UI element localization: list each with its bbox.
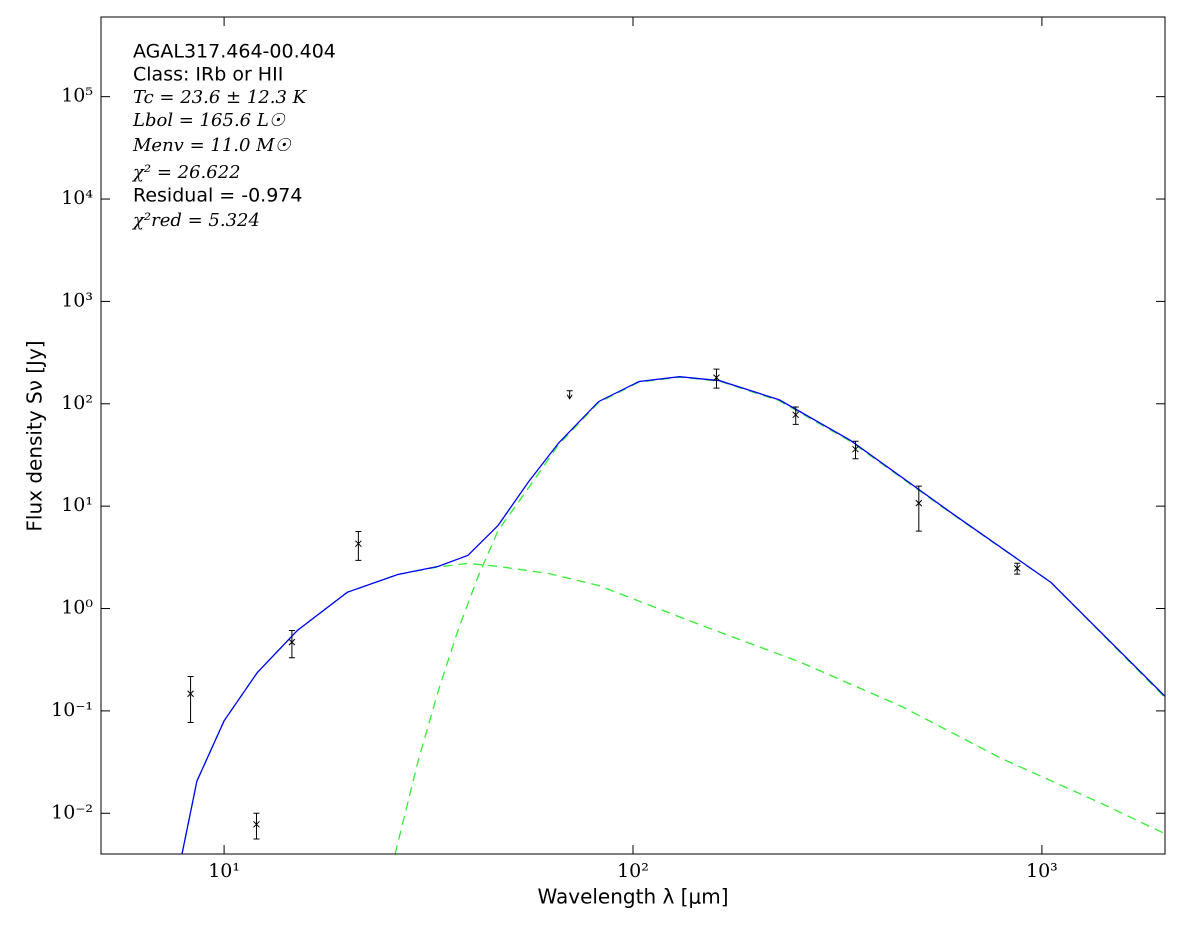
y-tick-label: 10⁴ [61,187,93,209]
y-tick-label: 10³ [61,289,93,311]
x-tick-label: 10³ [1026,860,1058,882]
error-bar [915,485,922,532]
x-tick-label: 10² [617,860,649,882]
upper-limit [566,390,573,400]
model-curve [181,376,1165,854]
annotation: Menv = 11.0 M☉ [132,135,292,156]
y-tick-label: 10¹ [61,494,93,516]
error-bar [187,675,194,724]
error-bar [792,406,799,425]
annotation: χ² = 26.622 [131,162,241,183]
x-axis-label: Wavelength λ [μm] [537,885,728,909]
annotation: Residual = -0.974 [133,185,303,207]
annotation: Class: IRb or HII [133,64,283,86]
data-point [355,540,362,548]
error-bar [253,812,260,840]
x-tick-label: 10¹ [208,860,240,882]
data-point [792,411,800,419]
annotation: Lbol = 165.6 L☉ [132,110,286,131]
annotation: Tc = 23.6 ± 12.3 K [133,87,308,108]
annotation: χ²red = 5.324 [131,210,260,231]
data-point [187,690,194,698]
plot-frame [100,16,1166,855]
error-bar [852,440,859,460]
y-tick-label: 10⁻¹ [51,699,93,721]
error-bar [355,531,362,561]
y-tick-label: 10⁰ [61,597,93,619]
annotation: AGAL317.464-00.404 [133,41,336,63]
y-tick-label: 10⁻² [51,801,93,823]
data-point [253,820,260,828]
data-point [852,445,859,453]
error-bar [288,629,295,659]
model-curve [181,562,1165,854]
y-tick-label: 10⁵ [61,85,93,107]
data-point [915,499,923,507]
error-bar [713,368,720,389]
data-point [713,374,720,381]
data-point [1013,564,1021,572]
y-axis-label: Flux density Sν [Jy] [23,340,47,531]
data-point [288,638,296,646]
y-tick-label: 10² [61,392,93,414]
